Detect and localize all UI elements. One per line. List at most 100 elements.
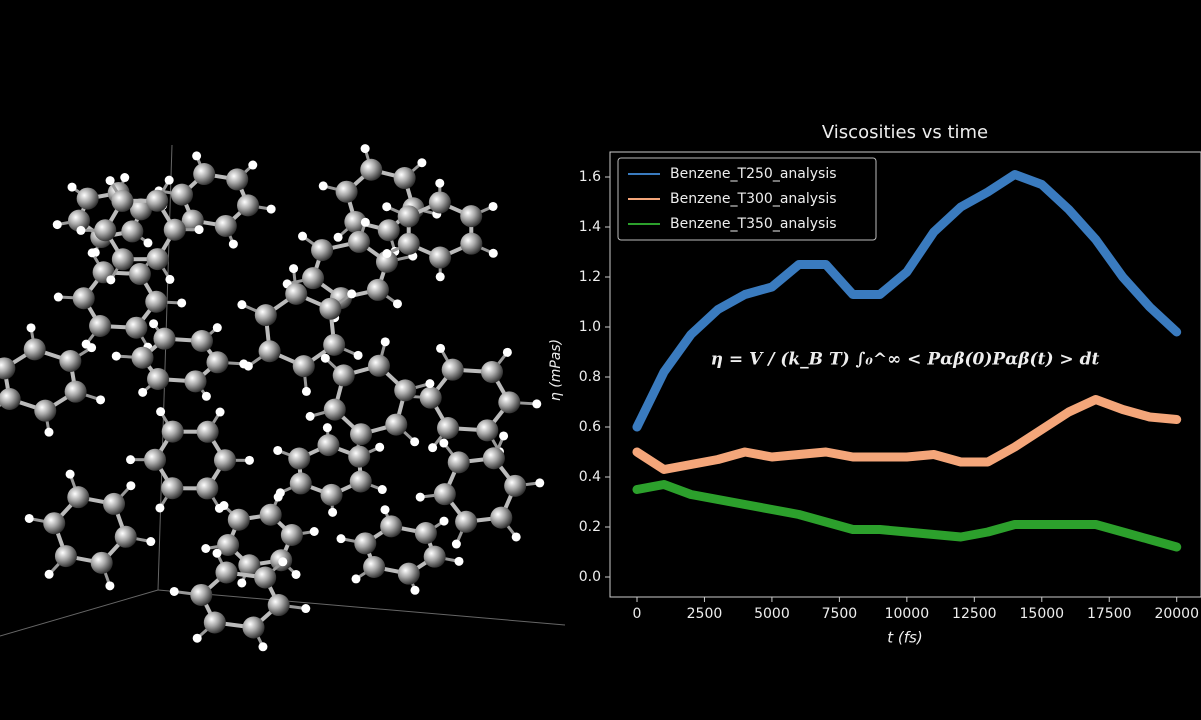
carbon-atom [184,370,207,393]
hydrogen-atom [377,485,387,495]
carbon-atom [476,419,499,442]
y-tick-label: 0.4 [579,469,601,485]
hydrogen-atom [291,569,301,579]
hydrogen-atom [333,232,343,242]
carbon-atom [213,449,236,472]
carbon-atom [317,434,340,457]
x-tick-label: 2500 [687,606,723,622]
carbon-atom [335,180,358,203]
carbon-atom [480,360,503,383]
carbon-atom [114,525,137,548]
hydrogen-atom [435,178,445,188]
carbon-atom [242,616,265,639]
hydrogen-atom [289,264,299,274]
carbon-atom [367,354,390,377]
hydrogen-atom [532,399,542,409]
hydrogen-atom [499,431,509,441]
hydrogen-atom [266,204,276,214]
carbon-atom [144,448,167,471]
hydrogen-atom [53,292,63,302]
carbon-atom [146,189,169,212]
x-tick-label: 17500 [1087,606,1132,622]
carbon-atom [437,417,460,440]
legend-box [617,157,877,241]
hydrogen-atom [305,411,315,421]
carbon-atom [414,521,437,544]
hydrogen-atom [105,176,115,186]
carbon-atom [259,503,282,526]
carbon-atom [363,556,386,579]
carbon-atom [89,314,112,337]
hydrogen-atom [237,578,247,588]
hydrogen-atom [535,478,545,488]
carbon-atom [292,355,315,378]
carbon-atom [490,506,513,529]
carbon-atom [153,327,176,350]
x-tick-label: 12500 [952,606,997,622]
carbon-atom [311,239,334,262]
hydrogen-atom [146,537,156,547]
carbon-atom [147,368,170,391]
series-line [632,170,1182,432]
hydrogen-atom [237,300,247,310]
hydrogen-atom [212,548,222,558]
hydrogen-atom [67,182,77,192]
hydrogen-atom [410,437,420,447]
hydrogen-atom [273,445,283,455]
carbon-atom [498,391,521,414]
hydrogen-atom [120,173,130,183]
hydrogen-atom [360,217,370,227]
hydrogen-atom [215,407,225,417]
carbon-atom [170,183,193,206]
carbon-atom [375,250,398,273]
carbon-atom [385,413,408,436]
hydrogen-atom [44,427,54,437]
hydrogen-atom [375,442,385,452]
series-line [632,480,1182,552]
carbon-atom [323,398,346,421]
carbon-atom [90,551,113,574]
hydrogen-atom [219,501,229,511]
carbon-atom [397,205,420,228]
chart-title: Viscosities vs time [822,122,988,143]
box-edge [157,589,566,626]
carbon-atom [344,210,367,233]
hydrogen-atom [301,386,311,396]
carbon-atom [163,218,186,241]
carbon-atom [203,611,226,634]
carbon-atom [238,554,261,577]
hydrogen-atom [105,581,115,591]
hydrogen-atom [26,323,36,333]
hydrogen-atom [436,343,446,353]
hydrogen-atom [320,353,330,363]
carbon-atom [349,470,372,493]
carbon-atom [504,474,527,497]
hydrogen-atom [76,225,86,235]
hydrogen-atom [248,160,258,170]
x-tick-label: 0 [633,606,642,622]
hydrogen-atom [138,387,148,397]
carbon-atom [419,386,442,409]
hydrogen-atom [336,534,346,544]
carbon-atom [193,163,216,186]
hydrogen-atom [278,557,288,567]
carbon-atom [217,534,240,557]
carbon-atom [206,351,229,374]
carbon-atom [302,267,325,290]
hydrogen-atom [192,633,202,643]
hydrogen-atom [415,492,425,502]
carbon-atom [215,561,238,584]
hydrogen-atom [353,350,363,360]
hydrogen-atom [149,319,159,329]
hydrogen-atom [322,423,332,433]
hydrogen-atom [298,231,308,241]
carbon-atom [394,379,417,402]
hydrogen-atom [318,181,328,191]
carbon-atom [146,248,169,271]
y-tick-label: 0.2 [579,519,601,535]
hydrogen-atom [351,574,361,584]
legend-label: Benzene_T250_analysis [670,166,837,182]
hydrogen-atom [87,248,97,258]
